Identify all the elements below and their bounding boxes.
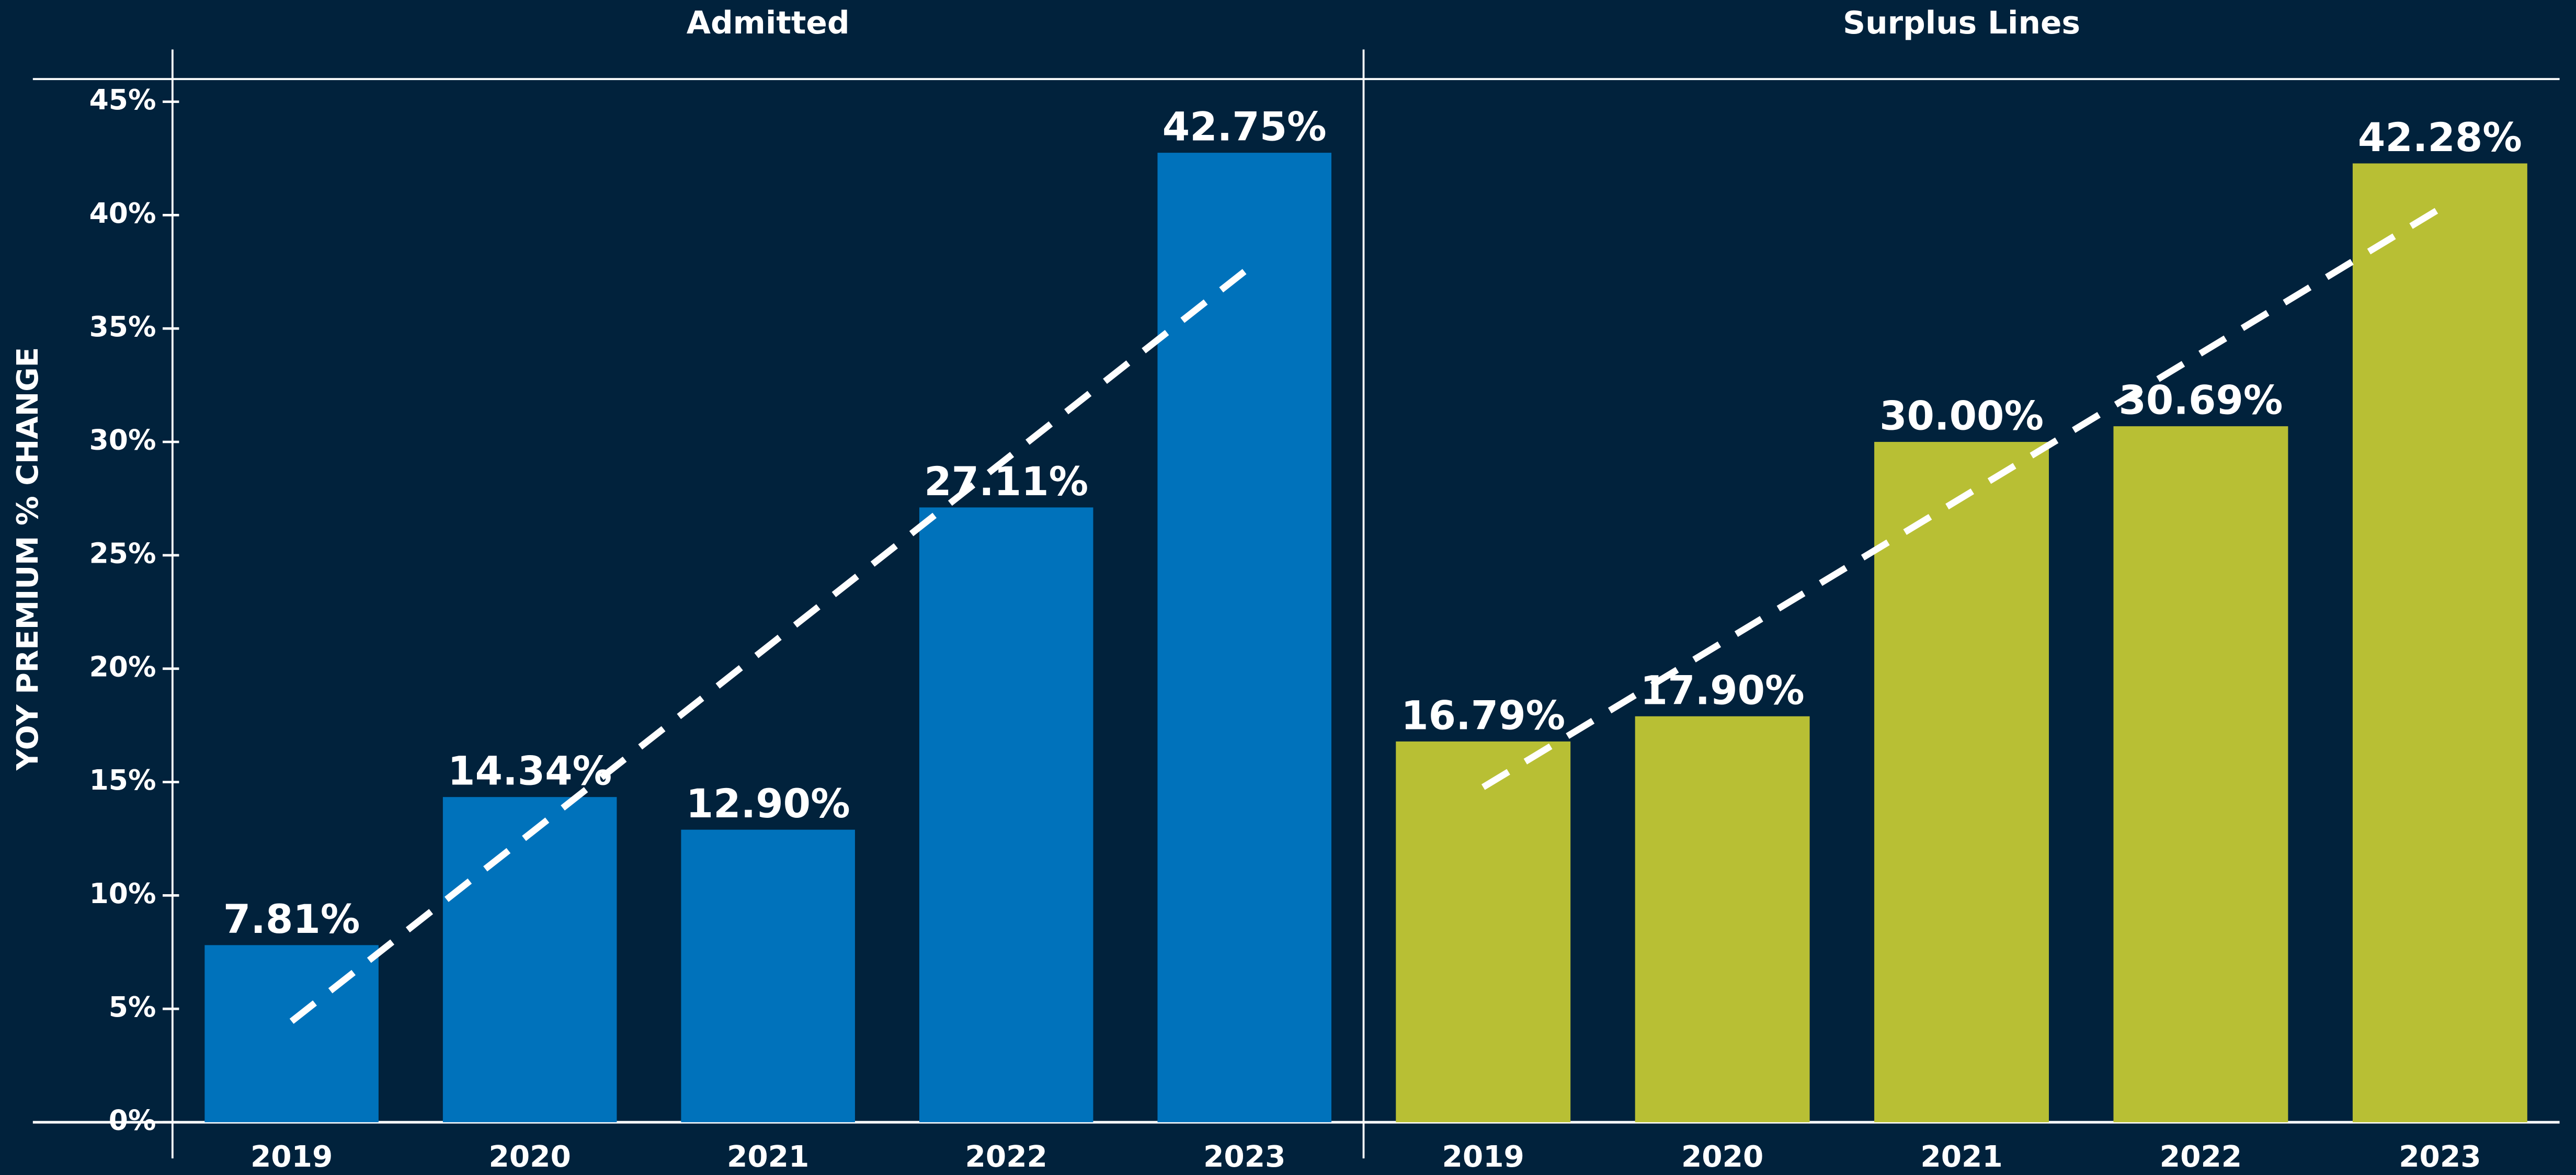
bar: [681, 829, 855, 1123]
x-tick-label: 2022: [965, 1140, 1047, 1174]
bar: [1635, 716, 1810, 1123]
value-label: 30.69%: [2118, 378, 2283, 424]
panel-title: Admitted: [687, 5, 850, 41]
y-axis-title: YOY PREMIUM % CHANGE: [11, 347, 45, 771]
trendline: [289, 269, 1247, 1024]
x-tick-label: 2020: [488, 1140, 571, 1174]
x-tick-label: 2019: [250, 1140, 333, 1174]
bar: [1396, 741, 1571, 1123]
y-tick-label: 40%: [89, 197, 156, 230]
value-label: 7.81%: [223, 896, 360, 942]
y-tick-label: 25%: [89, 537, 156, 570]
bar: [2352, 163, 2527, 1123]
x-tick-label: 2023: [2399, 1140, 2481, 1174]
x-tick-label: 2021: [727, 1140, 809, 1174]
bar: [919, 507, 1093, 1123]
value-label: 42.75%: [1162, 104, 1327, 150]
value-label: 12.90%: [686, 781, 850, 827]
value-label: 27.11%: [924, 459, 1088, 505]
bar: [2113, 426, 2288, 1123]
y-tick-label: 45%: [89, 83, 156, 116]
value-label: 16.79%: [1401, 692, 1565, 738]
panel-title: Surplus Lines: [1843, 5, 2080, 41]
y-tick-label: 15%: [89, 763, 156, 796]
y-tick-label: 0%: [109, 1104, 156, 1137]
bar: [442, 797, 617, 1123]
y-tick-label: 5%: [109, 990, 156, 1023]
y-tick-label: 35%: [89, 310, 156, 343]
x-tick-label: 2020: [1681, 1140, 1763, 1174]
bar: [1157, 153, 1332, 1123]
x-tick-label: 2022: [2160, 1140, 2242, 1174]
value-label: 42.28%: [2358, 115, 2522, 161]
y-tick-label: 30%: [89, 424, 156, 457]
value-label: 30.00%: [1879, 393, 2044, 439]
trendline: [1481, 206, 2442, 790]
x-tick-label: 2023: [1203, 1140, 1285, 1174]
y-tick-label: 20%: [89, 650, 156, 683]
y-tick-label: 10%: [89, 877, 156, 910]
x-tick-label: 2021: [1920, 1140, 2002, 1174]
value-label: 14.34%: [448, 748, 612, 794]
x-tick-label: 2019: [1442, 1140, 1524, 1174]
bar: [1874, 442, 2049, 1123]
